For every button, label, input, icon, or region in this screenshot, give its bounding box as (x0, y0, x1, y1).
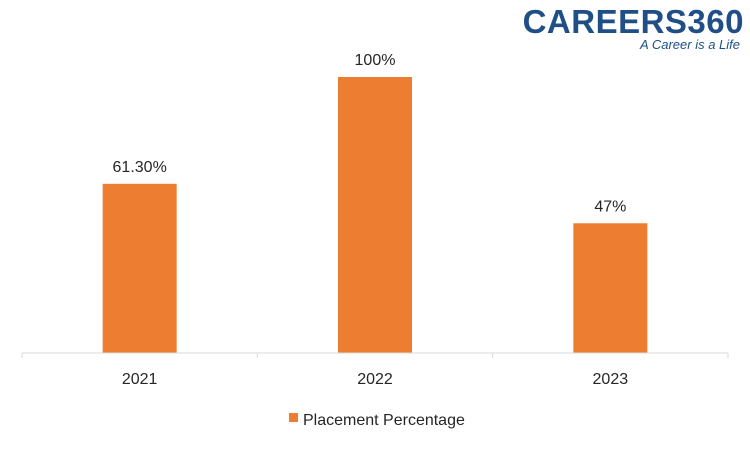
legend: Placement Percentage (289, 412, 465, 429)
x-tick-label-2023: 2023 (593, 371, 629, 388)
x-tick-label-2022: 2022 (357, 371, 393, 388)
value-label-group: 61.30% 100% 47% (113, 52, 627, 215)
bar-2023 (573, 223, 648, 353)
x-tick-group (21, 353, 729, 358)
bar-2021 (102, 183, 177, 353)
brand-logo: CAREERS360 A Career is a Life (523, 4, 744, 52)
bar-group (102, 77, 648, 353)
brand-tagline: A Career is a Life (640, 37, 740, 52)
brand-name: CAREERS360 (522, 3, 744, 40)
x-tick-label-group: 2021 2022 2023 (122, 371, 628, 388)
legend-label: Placement Percentage (303, 412, 465, 429)
legend-swatch (289, 413, 298, 422)
data-label-2021: 61.30% (113, 159, 167, 176)
bar-2022 (338, 77, 412, 353)
data-label-2022: 100% (355, 52, 396, 69)
data-label-2023: 47% (594, 198, 626, 215)
x-tick-label-2021: 2021 (122, 371, 158, 388)
